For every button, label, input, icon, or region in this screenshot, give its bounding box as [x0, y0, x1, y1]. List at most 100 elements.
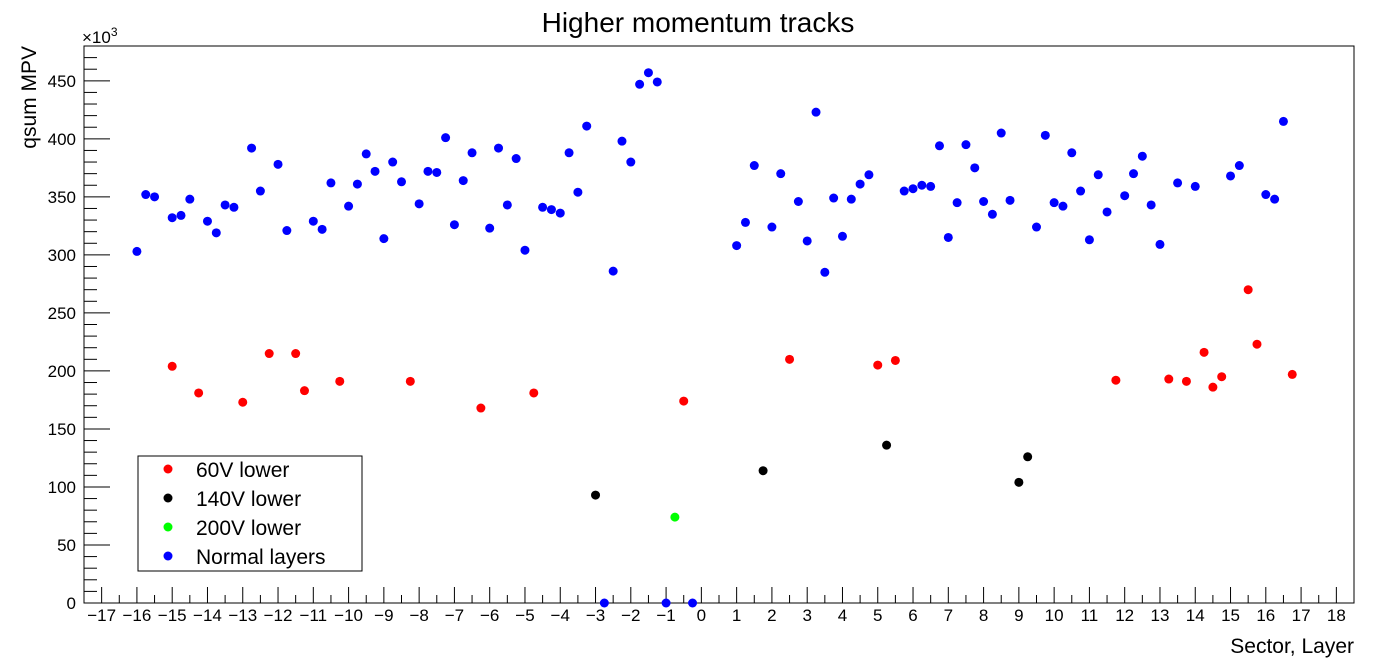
data-point	[591, 490, 601, 500]
data-point	[864, 170, 874, 180]
data-point	[494, 143, 504, 153]
data-point	[970, 163, 980, 173]
data-point	[1129, 169, 1139, 179]
data-point	[943, 232, 953, 242]
legend-marker	[163, 464, 173, 474]
data-point	[617, 136, 627, 146]
x-tick-label: −9	[374, 606, 393, 625]
data-point	[1208, 382, 1218, 392]
data-point	[238, 397, 248, 407]
data-point	[1040, 130, 1050, 140]
x-tick-label: −10	[334, 606, 363, 625]
data-point	[1243, 285, 1253, 295]
data-point	[846, 194, 856, 204]
data-point	[308, 216, 318, 226]
data-point	[511, 154, 521, 164]
data-point	[167, 361, 177, 371]
x-tick-label: −1	[656, 606, 675, 625]
data-point	[934, 141, 944, 151]
data-point	[211, 228, 221, 238]
legend-label: 60V lower	[196, 459, 289, 482]
data-point	[785, 354, 795, 364]
legend-label: 140V lower	[196, 488, 301, 511]
data-point	[1120, 191, 1130, 201]
x-tick-label: 16	[1256, 606, 1275, 625]
data-point	[520, 245, 530, 255]
x-tick-label: −7	[445, 606, 464, 625]
data-point	[273, 159, 283, 169]
data-point	[811, 107, 821, 117]
data-point	[1261, 190, 1271, 200]
data-point	[652, 77, 662, 87]
data-point	[1287, 369, 1297, 379]
data-point	[1252, 339, 1262, 349]
x-tick-label: 10	[1045, 606, 1064, 625]
data-point	[405, 376, 415, 386]
x-tick-label: 8	[979, 606, 988, 625]
data-point	[1058, 201, 1068, 211]
data-point	[679, 396, 689, 406]
x-tick-label: −6	[480, 606, 499, 625]
data-point	[352, 179, 362, 189]
data-point	[555, 208, 565, 218]
legend-marker	[163, 522, 173, 532]
x-tick-label: −4	[551, 606, 570, 625]
data-point	[1226, 171, 1236, 181]
data-point	[335, 376, 345, 386]
series-140v-lower	[591, 440, 1033, 500]
data-point	[1217, 372, 1227, 382]
data-point	[1076, 186, 1086, 196]
data-point	[899, 186, 909, 196]
data-point	[732, 241, 742, 251]
data-point	[344, 201, 354, 211]
data-point	[573, 187, 583, 197]
x-tick-label: 3	[802, 606, 811, 625]
data-point	[626, 157, 636, 167]
data-point	[132, 246, 142, 256]
data-point	[1032, 222, 1041, 232]
legend-label: Normal layers	[196, 546, 326, 569]
data-point	[767, 222, 777, 232]
data-point	[441, 133, 451, 143]
data-point	[740, 217, 750, 227]
data-point	[996, 128, 1006, 138]
data-point	[661, 598, 671, 608]
x-axis-title: Sector, Layer	[1230, 635, 1354, 658]
x-tick-label: 14	[1186, 606, 1205, 625]
x-tick-label: −13	[228, 606, 257, 625]
legend-marker	[163, 551, 173, 561]
x-tick-label: 12	[1115, 606, 1134, 625]
y-multiplier-exponent: 3	[111, 25, 118, 39]
data-point	[749, 161, 759, 171]
data-point	[476, 403, 486, 413]
data-point	[952, 198, 962, 208]
x-tick-label: −8	[409, 606, 428, 625]
data-point	[291, 349, 301, 359]
data-point	[1084, 235, 1094, 245]
data-point	[1155, 239, 1165, 249]
data-point	[1067, 148, 1077, 158]
x-tick-label: 17	[1292, 606, 1311, 625]
chart-title: Higher momentum tracks	[542, 7, 855, 38]
data-point	[176, 210, 186, 220]
data-point	[397, 177, 406, 187]
y-tick-label: 450	[48, 72, 76, 91]
data-point	[247, 143, 257, 153]
data-point	[1102, 207, 1112, 217]
data-point	[926, 181, 936, 191]
data-point	[882, 440, 892, 450]
data-point	[432, 167, 442, 177]
x-tick-label: −3	[586, 606, 605, 625]
x-tick-label: −2	[621, 606, 640, 625]
data-point	[688, 598, 698, 608]
legend-box	[137, 455, 363, 572]
data-point	[299, 386, 309, 396]
data-point	[529, 388, 539, 398]
data-point	[150, 192, 160, 202]
data-point	[908, 184, 918, 194]
data-point	[961, 140, 971, 150]
y-tick-label: 250	[48, 304, 76, 323]
y-tick-label: 350	[48, 188, 76, 207]
x-tick-label: −5	[515, 606, 534, 625]
y-tick-label: 50	[57, 536, 76, 555]
